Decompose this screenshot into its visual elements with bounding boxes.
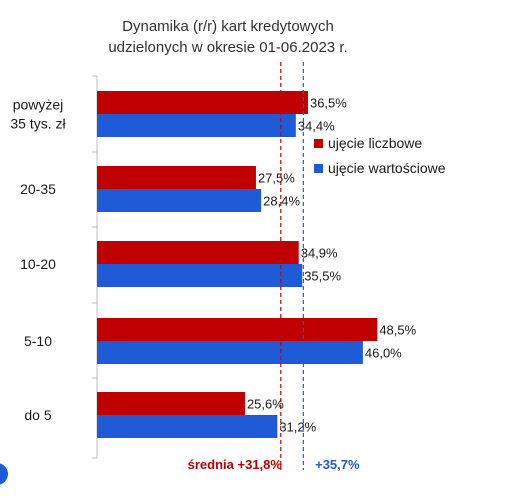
data-label-liczbowe-1: 27,5%	[258, 171, 295, 186]
reference-label-1: +35,7%	[315, 457, 360, 472]
data-label-wartosciowe-3: 46,0%	[365, 346, 402, 361]
data-label-wartosciowe-1: 28,4%	[263, 194, 300, 209]
chart-title-line-2: udzielonych w okresie 01-06.2023 r.	[108, 39, 347, 56]
legend: ujęcie liczbowe ujęcie wartościowe	[314, 135, 446, 176]
data-label-wartosciowe-2: 35,5%	[304, 269, 341, 284]
data-label-wartosciowe-4: 31,2%	[279, 420, 316, 435]
data-label-liczbowe-2: 34,9%	[301, 246, 338, 261]
category-label-1: 20-35	[20, 181, 56, 197]
legend-label-1: ujęcie wartościowe	[328, 160, 446, 176]
category-label-0: 35 tys. zł	[10, 116, 66, 132]
bar-liczbowe-4	[97, 392, 245, 415]
corner-circle-icon	[0, 463, 8, 485]
bar-liczbowe-3	[97, 318, 378, 341]
legend-swatch-0	[314, 139, 323, 148]
reference-label-0: średnia +31,8%	[188, 457, 283, 472]
bar-wartosciowe-4	[97, 415, 278, 438]
category-label-2: 10-20	[20, 256, 56, 272]
data-label-liczbowe-3: 48,5%	[379, 323, 416, 338]
legend-label-0: ujęcie liczbowe	[328, 135, 422, 151]
category-label-0: powyżej	[13, 97, 64, 113]
bar-wartosciowe-3	[97, 341, 363, 364]
category-label-4: do 5	[24, 407, 51, 423]
category-label-3: 5-10	[24, 333, 52, 349]
bar-wartosciowe-1	[97, 189, 262, 212]
data-label-liczbowe-4: 25,6%	[247, 397, 284, 412]
plot-area: 36,5% 34,4% powyżej 35 tys. zł 27,5% 28,4% 20-…	[10, 62, 417, 472]
chart-title-line-1: Dynamika (r/r) kart kredytowych	[122, 18, 334, 35]
data-label-wartosciowe-0: 34,4%	[298, 119, 335, 134]
bar-wartosciowe-2	[97, 264, 303, 287]
bar-liczbowe-1	[97, 166, 256, 189]
bar-liczbowe-2	[97, 241, 299, 264]
legend-swatch-1	[314, 164, 323, 173]
data-label-liczbowe-0: 36,5%	[310, 96, 347, 111]
bar-liczbowe-0	[97, 91, 308, 114]
bar-wartosciowe-0	[97, 114, 296, 137]
